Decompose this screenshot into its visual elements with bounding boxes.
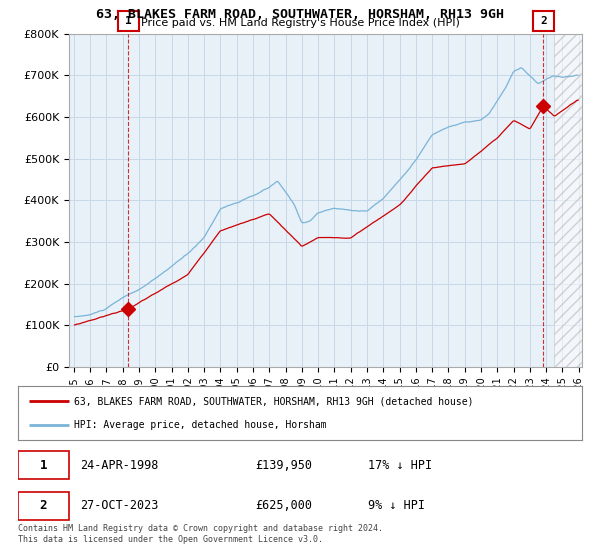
Text: 1: 1 xyxy=(40,459,47,472)
Text: 9% ↓ HPI: 9% ↓ HPI xyxy=(368,500,425,512)
Text: Price paid vs. HM Land Registry's House Price Index (HPI): Price paid vs. HM Land Registry's House … xyxy=(140,18,460,29)
Text: HPI: Average price, detached house, Horsham: HPI: Average price, detached house, Hors… xyxy=(74,419,327,430)
Text: 24-APR-1998: 24-APR-1998 xyxy=(80,459,158,472)
FancyBboxPatch shape xyxy=(18,492,69,520)
Text: 2: 2 xyxy=(540,16,547,26)
Text: 17% ↓ HPI: 17% ↓ HPI xyxy=(368,459,432,472)
Bar xyxy=(554,34,582,367)
Text: £625,000: £625,000 xyxy=(255,500,312,512)
Text: 63, BLAKES FARM ROAD, SOUTHWATER, HORSHAM, RH13 9GH: 63, BLAKES FARM ROAD, SOUTHWATER, HORSHA… xyxy=(96,8,504,21)
Text: 27-OCT-2023: 27-OCT-2023 xyxy=(80,500,158,512)
Text: 2: 2 xyxy=(40,500,47,512)
Text: 1: 1 xyxy=(125,16,131,26)
Text: £139,950: £139,950 xyxy=(255,459,312,472)
Text: Contains HM Land Registry data © Crown copyright and database right 2024.
This d: Contains HM Land Registry data © Crown c… xyxy=(18,524,383,544)
Text: 63, BLAKES FARM ROAD, SOUTHWATER, HORSHAM, RH13 9GH (detached house): 63, BLAKES FARM ROAD, SOUTHWATER, HORSHA… xyxy=(74,396,474,407)
FancyBboxPatch shape xyxy=(18,451,69,479)
